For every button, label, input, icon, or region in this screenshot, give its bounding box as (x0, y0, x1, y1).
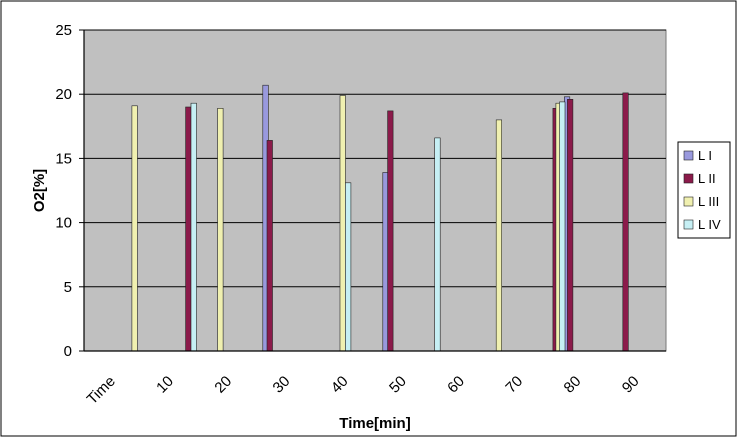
y-tick-label: 25 (55, 22, 72, 39)
y-tick-label: 10 (55, 215, 72, 232)
bar-l-iv (345, 182, 352, 352)
bar-l-iii (217, 108, 224, 352)
legend-label: L II (698, 171, 716, 186)
y-tick-label: 0 (64, 343, 72, 360)
legend: L I L II L III L IV (677, 141, 731, 239)
bar-l-ii (567, 99, 574, 352)
bar-l-iii (131, 105, 138, 352)
legend-swatch (683, 196, 694, 207)
y-tick-label: 15 (55, 150, 72, 167)
y-tick-label: 20 (55, 86, 72, 103)
legend-swatch (683, 219, 694, 230)
plot-area (83, 29, 667, 352)
bar-l-iii (339, 95, 346, 352)
legend-swatch (683, 150, 694, 161)
bar-l-ii (387, 110, 394, 352)
legend-swatch (683, 173, 694, 184)
y-tick-labels: 0 5 10 15 20 25 (55, 22, 84, 360)
bar-l-iv (434, 137, 441, 352)
bar-l-ii (185, 106, 192, 352)
bar-l-iii (495, 119, 503, 352)
legend-label: L I (698, 148, 712, 163)
bar-l-ii (266, 140, 273, 352)
bar-l-iv (559, 101, 566, 352)
x-axis-title: Time[min] (339, 415, 410, 432)
legend-label: L IV (698, 217, 721, 232)
y-axis-title: O2[%] (31, 169, 48, 212)
y-tick-label: 5 (64, 279, 72, 296)
legend-label: L III (698, 194, 719, 209)
bar-l-ii (622, 92, 629, 352)
bar-l-iv (190, 102, 197, 352)
